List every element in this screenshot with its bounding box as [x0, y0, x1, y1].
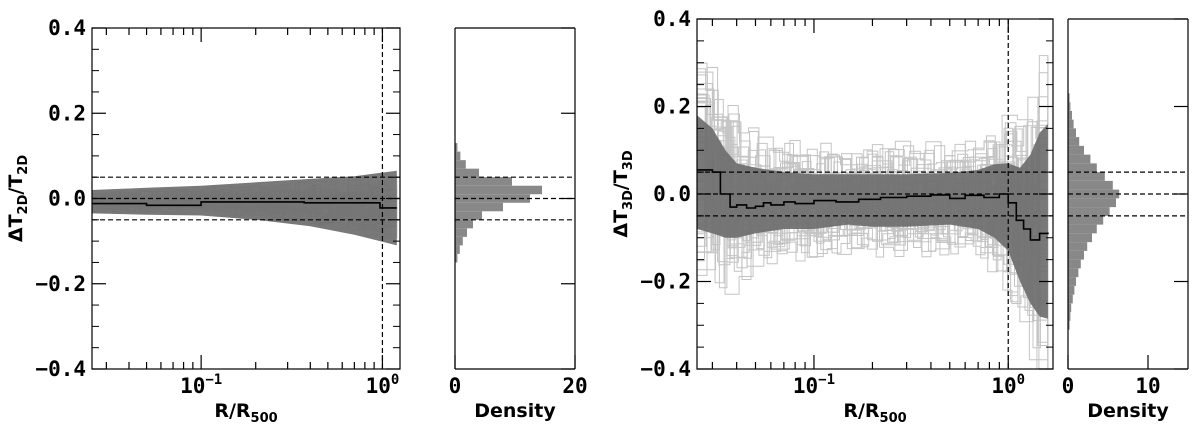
histogram-panel: 0 20 Density [449, 27, 588, 422]
x-axis-title: R/R500 [843, 400, 906, 426]
y-tick-label: 0.4 [48, 16, 86, 40]
histogram-bar [1068, 198, 1116, 208]
histogram-bar [1068, 285, 1075, 295]
histogram-bar [1068, 93, 1070, 103]
histogram-x-tick-label: 0 [449, 374, 462, 398]
histogram-bar [1068, 172, 1105, 181]
histogram-bar [455, 211, 482, 220]
y-tick-label: 0.0 [48, 187, 86, 211]
x-tick-label: 10−1 [180, 372, 222, 398]
histogram-bar [1068, 312, 1071, 321]
histogram-bar [1068, 320, 1070, 330]
histogram-bar [455, 202, 503, 212]
histogram-bar [1068, 294, 1073, 304]
histogram-bar [1068, 145, 1084, 155]
histogram-bar [1068, 250, 1084, 260]
histogram-bar [455, 168, 479, 178]
histogram-bar [1068, 233, 1092, 243]
histogram-bar [455, 151, 461, 161]
x-axis-title: R/R500 [214, 400, 277, 426]
y-axis-title: ΔT3D/T3D [610, 150, 636, 237]
histogram-bar [1068, 102, 1071, 111]
histogram-bar [1068, 163, 1097, 173]
y-tick-label: 0.2 [653, 95, 691, 119]
histogram-bar [1068, 224, 1097, 234]
median-line [92, 201, 397, 209]
y-tick-label: 0.0 [653, 182, 691, 206]
histogram-x-axis-title: Density [474, 400, 556, 422]
median-line [697, 169, 1049, 241]
y-tick-label: −0.2 [640, 270, 691, 294]
histogram-bar [1068, 119, 1074, 129]
histogram-bar [455, 219, 473, 229]
histogram-bar [455, 194, 530, 203]
histogram-bar [455, 253, 458, 263]
y-tick-label: 0.2 [48, 101, 86, 125]
histogram-x-tick-label: 0 [1062, 374, 1075, 398]
y-tick-label: 0.4 [653, 7, 691, 31]
histogram-x-tick-label: 10 [1135, 374, 1160, 398]
main-plot-area [92, 170, 398, 246]
y-tick-label: −0.4 [640, 357, 691, 381]
histogram-bar [1068, 180, 1113, 190]
main-plot-area [697, 55, 1049, 369]
x-tick-label: 10−1 [793, 372, 835, 398]
y-tick-label: −0.2 [35, 272, 86, 296]
panel-right: 0.4 0.2 0.0 −0.2 −0.4 10−1 100 R/R500 ΔT3D/T3D 0 1… [610, 7, 1189, 426]
histogram-bar [1068, 259, 1081, 269]
histogram-bar [455, 228, 467, 237]
histogram-bar [455, 185, 542, 195]
histogram-bar [1068, 137, 1080, 146]
x-tick-label: 100 [991, 372, 1025, 398]
histogram-x-axis-title: Density [1087, 400, 1169, 422]
panel-left: 0.4 0.2 0.0 −0.2 −0.4 10−1 100 R/R500 ΔT2D/T2D 0 2… [5, 16, 588, 426]
histogram-bar [1068, 207, 1110, 216]
y-tick-label: −0.4 [35, 357, 86, 381]
histogram-bar [1068, 303, 1072, 313]
histogram-bar [1068, 277, 1076, 286]
individual-profile-line [697, 72, 1049, 223]
histogram-bar [1068, 242, 1088, 251]
histogram-bar [455, 245, 460, 254]
histogram-bar [1068, 110, 1072, 120]
y-axis-title: ΔT2D/T2D [5, 155, 31, 242]
histogram-bar [1068, 268, 1079, 278]
histogram-bar [455, 236, 463, 246]
histogram-bar [1068, 128, 1076, 138]
x-tick-label: 100 [366, 372, 400, 398]
histogram-bar [455, 160, 466, 169]
histogram-bar [455, 177, 512, 186]
histogram-x-tick-label: 20 [562, 374, 587, 398]
scatter-band [92, 170, 397, 246]
histogram-bar [1068, 154, 1091, 164]
histogram-bar [455, 143, 458, 152]
histogram-bar [1068, 215, 1104, 225]
scatter-band [697, 115, 1048, 319]
individual-profile-line [697, 89, 1049, 224]
